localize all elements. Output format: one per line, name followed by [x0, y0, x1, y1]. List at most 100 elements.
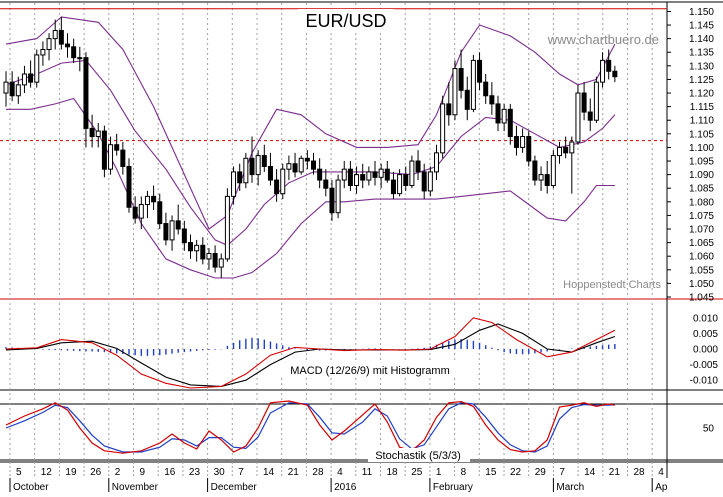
candle: [280, 163, 286, 200]
candle: [593, 76, 599, 123]
candle-body-down: [181, 228, 187, 244]
candle-body-down: [157, 201, 163, 225]
candle-body-down: [311, 160, 316, 170]
candle: [557, 141, 562, 164]
candle: [421, 163, 427, 200]
candle: [237, 163, 243, 191]
candle-body-down: [544, 174, 550, 186]
xtick-label: 15: [485, 467, 497, 478]
candle-body-up: [224, 195, 230, 260]
candle-body-down: [489, 95, 495, 105]
candle: [390, 171, 396, 200]
candle-body-down: [200, 244, 206, 260]
candle-body-down: [132, 206, 138, 219]
candle-body-up: [77, 57, 83, 60]
candle-body-down: [526, 136, 532, 162]
candle-body-down: [151, 195, 157, 203]
candle: [274, 169, 280, 202]
month-label: March: [556, 482, 584, 492]
stoch-label-backdrop: [368, 448, 470, 462]
candle-body-up: [538, 174, 544, 181]
candle: [71, 38, 77, 64]
candle-body-down: [403, 174, 409, 186]
candle-body-down: [415, 160, 421, 173]
candle: [464, 76, 470, 121]
price-ytick-label: 1.080: [689, 197, 714, 208]
candle: [218, 253, 224, 278]
candle: [194, 239, 200, 262]
candle: [243, 152, 249, 189]
candle-body-down: [612, 70, 618, 78]
price-ytick-label: 1.135: [689, 48, 714, 59]
candle: [249, 136, 255, 183]
candle: [132, 196, 138, 224]
candle: [101, 125, 107, 178]
candle-body-down: [532, 160, 538, 181]
candle: [507, 103, 513, 145]
candle: [144, 190, 150, 219]
candle-body-up: [354, 174, 360, 186]
stoch-ytick-label: 50: [703, 424, 715, 435]
xtick-label: 29: [535, 467, 547, 478]
candle-body-up: [569, 141, 575, 154]
candle-body-up: [95, 130, 101, 138]
candle: [563, 136, 569, 159]
candle-body-up: [3, 81, 9, 94]
candle-body-down: [89, 127, 95, 138]
candle-body-down: [267, 165, 273, 181]
bollinger-lower-line: [6, 97, 615, 279]
candle: [544, 161, 550, 194]
candle: [212, 245, 218, 273]
candle-body-down: [458, 68, 464, 91]
candle-body-up: [550, 155, 556, 186]
candle-body-up: [34, 54, 40, 83]
xtick-label: 4: [337, 467, 343, 478]
candle-body-down: [384, 168, 390, 181]
candle: [323, 169, 329, 197]
candle: [120, 141, 126, 175]
candle-body-up: [600, 59, 606, 83]
candle-body-up: [255, 155, 261, 176]
candle-body-up: [366, 171, 372, 181]
candle-body-down: [163, 223, 169, 241]
candle-body-down: [126, 165, 132, 208]
candle: [360, 163, 366, 189]
candle: [587, 98, 593, 132]
candle-body-down: [507, 108, 513, 138]
xtick-label: 5: [16, 467, 22, 478]
candle-body-up: [335, 179, 341, 214]
candle-body-down: [249, 157, 255, 176]
candle: [538, 166, 544, 191]
candle-body-up: [144, 195, 150, 206]
price-ytick-label: 1.045: [689, 293, 714, 304]
macd-ytick-label: -0.005: [690, 360, 719, 371]
xtick-label: 7: [238, 467, 244, 478]
candle: [384, 161, 390, 183]
candle: [329, 180, 335, 221]
candle-body-up: [470, 59, 476, 110]
candle-body-up: [427, 171, 433, 192]
xtick-label: 4: [658, 467, 664, 478]
chart-title: EUR/USD: [305, 11, 386, 31]
candlestick-series: [3, 16, 618, 278]
candle-body-down: [329, 187, 335, 214]
candle: [126, 158, 132, 213]
candle: [470, 54, 476, 113]
candle: [452, 60, 458, 121]
candle: [581, 82, 587, 121]
candle: [28, 60, 34, 88]
stochastic-k-line: [5, 400, 616, 454]
price-ytick-label: 1.105: [689, 129, 714, 140]
candle: [600, 52, 606, 88]
candle: [292, 152, 298, 178]
candle: [513, 125, 519, 156]
price-ytick-label: 1.130: [689, 61, 714, 72]
candle: [286, 155, 292, 181]
candle: [335, 174, 341, 219]
candle: [501, 103, 507, 132]
stoch-label: Stochastik (5/3/3): [375, 450, 461, 462]
price-ytick-label: 1.060: [689, 252, 714, 263]
month-label: October: [13, 482, 49, 492]
candle: [298, 155, 304, 175]
month-label: November: [112, 482, 159, 492]
